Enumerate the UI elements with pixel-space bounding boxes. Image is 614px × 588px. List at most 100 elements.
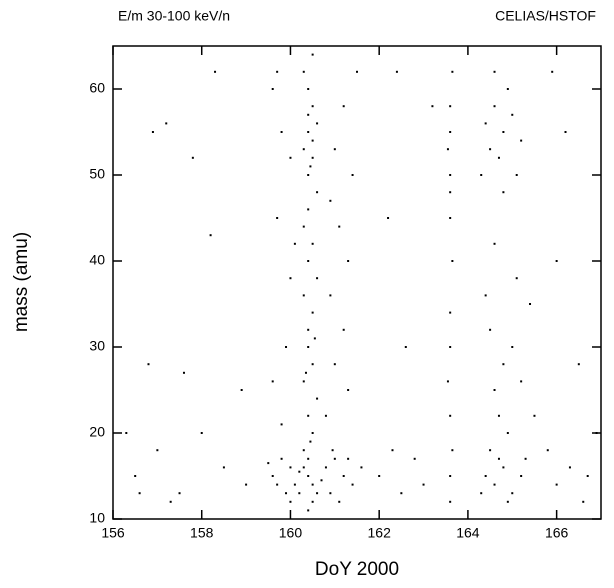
point — [307, 328, 310, 331]
point — [311, 363, 314, 366]
point — [293, 483, 296, 486]
point — [302, 466, 305, 469]
point — [280, 423, 283, 426]
point — [151, 131, 154, 133]
point — [276, 483, 279, 486]
point — [311, 139, 314, 142]
point — [271, 475, 274, 477]
point — [502, 131, 505, 133]
point — [351, 174, 354, 176]
point — [285, 346, 288, 348]
point — [289, 466, 292, 469]
point — [138, 492, 141, 495]
point — [378, 475, 381, 477]
x-tick-label: 162 — [368, 525, 392, 541]
point — [431, 105, 434, 108]
point — [298, 470, 301, 473]
point — [309, 165, 312, 168]
point — [493, 105, 496, 108]
point — [342, 105, 345, 108]
point — [271, 380, 274, 383]
x-tick-label: 164 — [456, 525, 480, 541]
point — [307, 475, 310, 477]
point — [489, 148, 492, 151]
point — [311, 105, 314, 108]
point — [404, 346, 407, 348]
point — [302, 70, 305, 73]
point — [497, 156, 500, 159]
point — [125, 432, 128, 434]
point — [156, 449, 159, 452]
point — [302, 225, 305, 228]
y-axis-label: mass (amu) — [11, 232, 32, 332]
point — [307, 208, 310, 211]
point — [451, 449, 454, 452]
point — [307, 88, 310, 90]
point — [293, 242, 296, 245]
point — [520, 475, 523, 477]
point — [302, 294, 305, 297]
point — [285, 492, 288, 495]
point — [551, 70, 554, 73]
point — [320, 479, 323, 482]
point — [529, 303, 532, 305]
point — [333, 363, 336, 366]
x-tick-label: 156 — [101, 525, 125, 541]
point — [302, 449, 305, 452]
annotation-left: E/m 30-100 keV/n — [118, 8, 230, 24]
point — [515, 174, 518, 176]
point — [449, 346, 452, 348]
point — [506, 432, 509, 434]
point — [520, 139, 523, 142]
point — [497, 457, 500, 460]
point — [449, 191, 452, 194]
point — [311, 483, 314, 486]
point — [329, 199, 332, 202]
point — [555, 483, 558, 486]
point — [342, 475, 345, 477]
point — [316, 191, 319, 194]
point — [307, 174, 310, 176]
point — [480, 174, 483, 176]
x-tick-label: 158 — [190, 525, 214, 541]
point — [307, 346, 310, 348]
point — [280, 457, 283, 460]
point — [351, 483, 354, 486]
point — [502, 363, 505, 366]
point — [307, 131, 310, 133]
point — [200, 432, 203, 434]
point — [304, 371, 307, 374]
point — [400, 492, 403, 495]
point — [347, 457, 350, 460]
point — [276, 217, 279, 219]
point — [178, 492, 181, 495]
point — [497, 414, 500, 417]
point — [489, 328, 492, 331]
point — [329, 492, 332, 495]
point — [502, 466, 505, 469]
point — [484, 294, 487, 297]
point — [240, 389, 243, 391]
point — [307, 414, 310, 417]
point — [555, 260, 558, 262]
point — [307, 113, 310, 116]
point — [307, 457, 310, 460]
point — [245, 483, 248, 486]
point — [311, 53, 314, 56]
point — [307, 509, 310, 512]
point — [395, 70, 398, 73]
point — [271, 88, 274, 90]
point — [489, 449, 492, 452]
point — [289, 500, 292, 503]
point — [169, 500, 172, 503]
point — [446, 380, 449, 383]
point — [511, 346, 514, 348]
point — [280, 131, 283, 133]
point — [449, 475, 452, 477]
point — [338, 500, 341, 503]
y-tick-label: 50 — [89, 166, 105, 182]
point — [309, 440, 312, 443]
point — [451, 260, 454, 262]
point — [276, 70, 279, 73]
